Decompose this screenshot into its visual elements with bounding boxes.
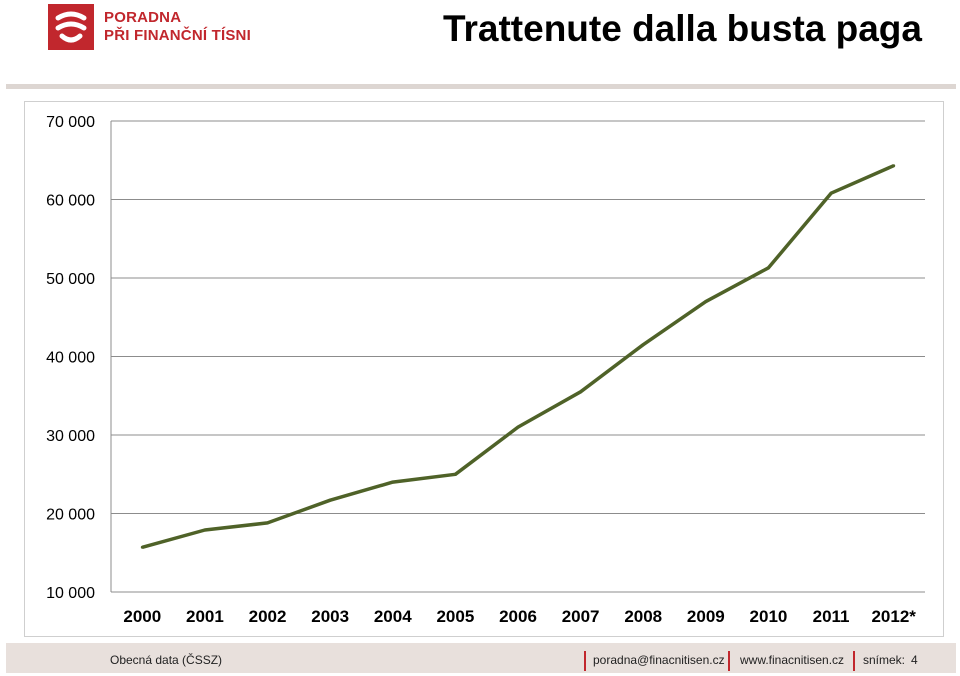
data-point xyxy=(453,472,457,476)
logo-line-2: PŘI FINANČNÍ TÍSNI xyxy=(104,27,251,44)
y-tick-label: 60 000 xyxy=(46,193,95,210)
slide-footer: Obecná data (ČSSZ) poradna@finacnitisen.… xyxy=(6,643,956,673)
data-point xyxy=(328,498,332,502)
footer-website[interactable]: www.finacnitisen.cz xyxy=(740,653,845,667)
y-tick-label: 20 000 xyxy=(46,507,95,524)
line-chart: 10 000 20 000 30 000 40 000 50 000 60 000 70 0… xyxy=(46,114,925,626)
x-tick-label: 2012* xyxy=(871,607,916,626)
x-tick-label: 2008 xyxy=(624,607,662,626)
footer-slide-label: snímek: xyxy=(863,653,906,667)
y-tick-label: 10 000 xyxy=(46,585,95,602)
data-point xyxy=(641,343,645,347)
x-tick-label: 2005 xyxy=(436,607,474,626)
x-tick-label: 2004 xyxy=(374,607,412,626)
data-point xyxy=(766,266,770,270)
footer-slide-number: 4 xyxy=(911,653,918,667)
y-tick-label: 50 000 xyxy=(46,271,95,288)
y-tick-label: 30 000 xyxy=(46,428,95,445)
top-divider xyxy=(6,84,956,89)
footer-separator xyxy=(584,651,586,671)
x-tick-label: 2007 xyxy=(562,607,600,626)
x-tick-label: 2010 xyxy=(750,607,788,626)
data-point xyxy=(704,300,708,304)
chart-frame: 10 000 20 000 30 000 40 000 50 000 60 000 70 0… xyxy=(24,101,944,637)
x-tick-label: 2000 xyxy=(123,607,161,626)
x-tick-label: 2002 xyxy=(249,607,287,626)
data-point xyxy=(892,164,896,168)
data-point xyxy=(391,480,395,484)
y-tick-label: 40 000 xyxy=(46,350,95,367)
data-point xyxy=(579,390,583,394)
logo-line-1: PORADNA xyxy=(104,9,182,26)
footer-email[interactable]: poradna@finacnitisen.cz xyxy=(593,653,725,667)
x-tick-label: 2006 xyxy=(499,607,537,626)
data-point xyxy=(266,521,270,525)
slide-header: PORADNA PŘI FINANČNÍ TÍSNI Trattenute da… xyxy=(0,0,960,86)
x-tick-label: 2001 xyxy=(186,607,224,626)
footer-separator xyxy=(728,651,730,671)
x-tick-label: 2003 xyxy=(311,607,349,626)
logo-text: PORADNA PŘI FINANČNÍ TÍSNI xyxy=(104,9,251,45)
footer-source: Obecná data (ČSSZ) xyxy=(110,653,223,667)
logo: PORADNA PŘI FINANČNÍ TÍSNI xyxy=(48,4,268,50)
slide-title: Trattenute dalla busta paga xyxy=(442,8,922,49)
data-point xyxy=(203,528,207,532)
data-point xyxy=(829,191,833,195)
x-tick-label: 2011 xyxy=(813,607,850,626)
logo-mark-icon xyxy=(48,4,94,50)
y-tick-label: 70 000 xyxy=(46,114,95,131)
data-point xyxy=(140,545,144,549)
footer-separator xyxy=(853,651,855,671)
x-tick-label: 2009 xyxy=(687,607,725,626)
data-point xyxy=(516,425,520,429)
